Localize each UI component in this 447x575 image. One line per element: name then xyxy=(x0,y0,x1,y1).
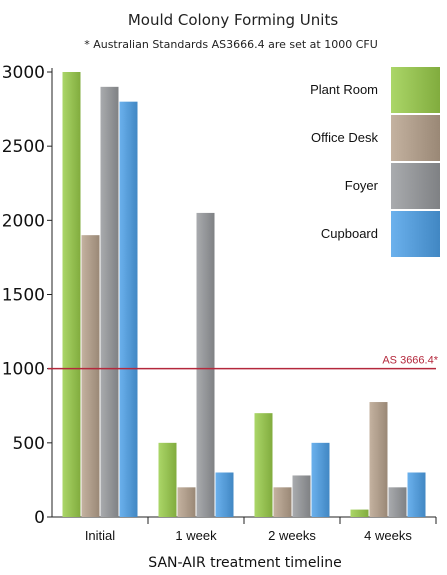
bar-plant-room xyxy=(254,413,273,517)
bar-cupboard xyxy=(407,472,426,517)
y-tick-label: 2000 xyxy=(2,211,45,231)
bar-cupboard xyxy=(215,472,234,517)
plot-area: 0 500 1000 1500 2000 2500 3000 Initial 1 week 2 w… xyxy=(2,63,439,543)
y-tick-label: 1500 xyxy=(2,286,45,306)
legend-label: Plant Room xyxy=(310,82,378,97)
x-axis-label: SAN-AIR treatment timeline xyxy=(148,555,341,571)
x-tick-label: 4 weeks xyxy=(364,528,412,543)
legend-label: Foyer xyxy=(345,178,379,193)
legend-swatch xyxy=(391,163,440,209)
legend-swatch xyxy=(391,67,440,113)
bar-foyer xyxy=(388,487,407,517)
y-tick-label: 1000 xyxy=(2,360,45,380)
bar-office-desk xyxy=(273,487,292,517)
bar-foyer xyxy=(292,475,311,517)
bar-plant-room xyxy=(350,509,369,517)
bar-cupboard xyxy=(119,101,138,518)
bar-office-desk xyxy=(177,487,196,517)
y-tick-label: 2500 xyxy=(2,137,45,157)
legend-swatch xyxy=(391,211,440,257)
bar-cupboard xyxy=(311,442,330,517)
y-tick-label: 500 xyxy=(13,434,45,454)
chart-subtitle: * Australian Standards AS3666.4 are set … xyxy=(84,38,378,51)
legend-label: Office Desk xyxy=(311,130,378,145)
bar-foyer xyxy=(100,86,119,517)
legend-label: Cupboard xyxy=(321,226,378,241)
bar-office-desk xyxy=(81,235,100,517)
reference-line-label: AS 3666.4* xyxy=(382,355,438,367)
bar-plant-room xyxy=(158,442,177,517)
y-tick-label: 0 xyxy=(34,508,45,528)
legend-swatch xyxy=(391,115,440,161)
chart-title: Mould Colony Forming Units xyxy=(128,11,339,29)
x-tick-label: 2 weeks xyxy=(268,528,316,543)
y-tick-label: 3000 xyxy=(2,63,45,83)
bar-foyer xyxy=(196,212,215,517)
x-tick-label: 1 week xyxy=(175,528,217,543)
bar-office-desk xyxy=(369,402,388,517)
bar-plant-room xyxy=(62,72,81,517)
x-tick-label: Initial xyxy=(85,528,115,543)
legend: Plant Room Office Desk Foyer Cupboard xyxy=(310,67,440,257)
